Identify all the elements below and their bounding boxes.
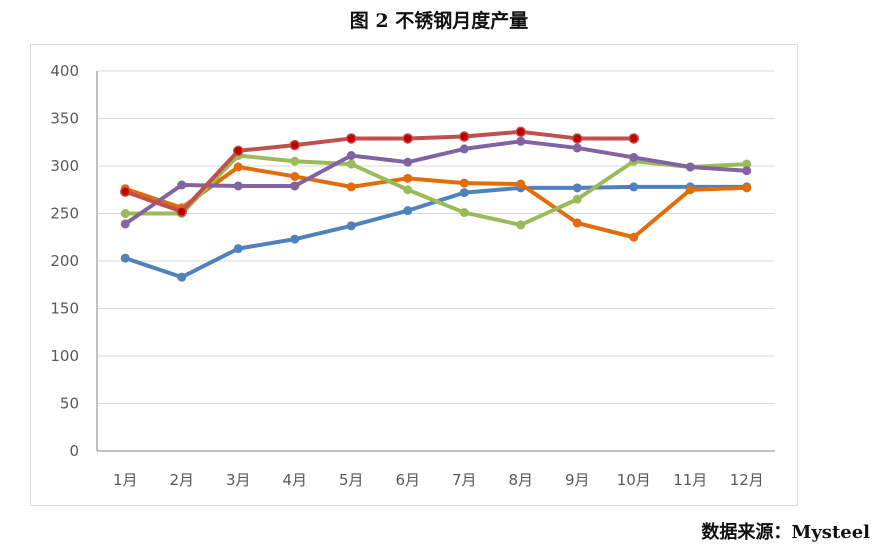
series-2-point: [516, 179, 526, 189]
series-4-point: [177, 180, 187, 190]
x-tick-label: 12月: [730, 471, 764, 489]
chart-frame: 0 50 100 150 200 250 300 350 400 1月 2月 3月 4月 5月 6月 7月 8月…: [30, 44, 798, 506]
series-4-point: [120, 219, 130, 229]
series-line-3: [123, 153, 749, 227]
x-tick-label: 10月: [617, 471, 651, 489]
series-2-point: [742, 183, 752, 193]
x-tick-label: 6月: [395, 471, 420, 489]
x-tick-label: 3月: [226, 471, 251, 489]
series-1-point: [572, 183, 582, 193]
x-tick-label: 2月: [169, 471, 194, 489]
series-2-point: [346, 182, 356, 192]
y-tick-label: 200: [50, 252, 79, 270]
chart-title: 图 2 不锈钢月度产量: [349, 10, 529, 32]
series-4-point: [459, 144, 469, 154]
y-tick-label: 300: [50, 157, 79, 175]
series-5-point: [628, 133, 639, 144]
series-line-2: [123, 164, 749, 240]
series-2-point: [629, 232, 639, 242]
series-3-point: [403, 185, 413, 195]
series-5-point: [176, 206, 187, 217]
series-1-point: [346, 221, 356, 231]
series-4-point: [685, 162, 695, 172]
series-4-point: [233, 181, 243, 191]
series-line-4: [123, 139, 749, 226]
series-1-point: [233, 244, 243, 254]
y-tick-label: 100: [50, 347, 79, 365]
x-tick-label: 11月: [673, 471, 707, 489]
series-3-point: [516, 220, 526, 230]
series-5-point: [402, 133, 413, 144]
series-4-point: [290, 181, 300, 191]
series-3-point: [572, 194, 582, 204]
series-2-point: [459, 178, 469, 188]
series-1-point: [629, 182, 639, 192]
series-3-point: [346, 159, 356, 169]
series-1-point: [290, 234, 300, 244]
series-5-point: [459, 131, 470, 142]
series-2-point: [685, 185, 695, 195]
series-2-point: [403, 173, 413, 183]
series-1-point: [403, 206, 413, 216]
series-3-point: [459, 208, 469, 218]
series-4-point: [629, 152, 639, 162]
series-1-point: [459, 188, 469, 198]
x-tick-label: 4月: [282, 471, 307, 489]
x-tick-label: 8月: [508, 471, 533, 489]
series-1-point: [120, 253, 130, 263]
y-tick-label: 0: [69, 442, 79, 460]
series-line-5: [123, 129, 636, 214]
data-source: 数据来源：Mysteel: [701, 522, 870, 543]
series-4-point: [516, 136, 526, 146]
x-tick-label: 5月: [339, 471, 364, 489]
series-5-point: [233, 145, 244, 157]
series-2-point: [572, 218, 582, 228]
x-tick-label: 7月: [452, 471, 477, 489]
series-4-point: [742, 166, 752, 176]
series-2-point: [233, 162, 243, 172]
series-5-point: [346, 133, 357, 144]
series-5-point: [120, 186, 131, 197]
series-5-point: [289, 139, 300, 151]
y-tick-label: 150: [50, 300, 79, 318]
y-tick-label: 50: [60, 395, 79, 413]
y-tick-label: 350: [50, 110, 79, 128]
x-tick-label: 9月: [565, 471, 590, 489]
y-tick-label: 250: [50, 205, 79, 223]
line-chart: 0 50 100 150 200 250 300 350 400 1月 2月 3月 4月 5月 6月 7月 8月…: [50, 62, 775, 489]
series-4-point: [346, 151, 356, 161]
series-1-point: [177, 272, 187, 282]
series-3-point: [290, 156, 300, 166]
series-5-point: [572, 133, 583, 144]
series-4-point: [572, 143, 582, 153]
y-tick-label: 400: [50, 62, 79, 80]
series-5-point: [515, 126, 526, 138]
series-2-point: [290, 171, 300, 181]
series-4-point: [403, 157, 413, 167]
x-tick-label: 1月: [113, 471, 138, 489]
series-3-point: [120, 209, 130, 218]
series-3-point: [742, 159, 752, 169]
